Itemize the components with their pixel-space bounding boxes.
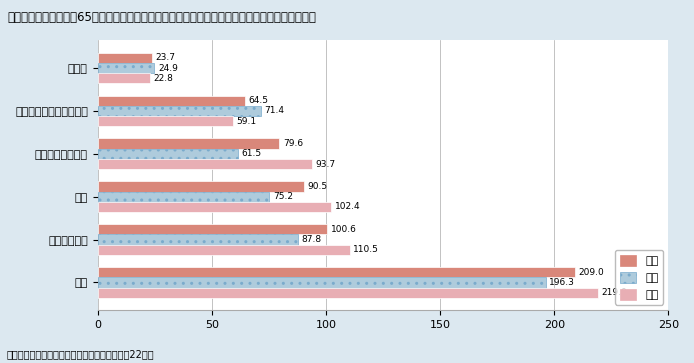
Bar: [98, 182, 304, 192]
Text: 196.3: 196.3: [549, 278, 575, 287]
Text: 資料：厚生労働省「国民生活基礎調査」（平成22年）: 資料：厚生労働省「国民生活基礎調査」（平成22年）: [7, 349, 155, 359]
Bar: [98, 138, 280, 149]
Text: 79.6: 79.6: [282, 139, 303, 148]
Bar: [98, 106, 261, 116]
Text: 110.5: 110.5: [353, 245, 379, 254]
Text: 24.9: 24.9: [158, 64, 178, 73]
Legend: 総数, 男性, 女性: 総数, 男性, 女性: [615, 250, 663, 305]
Text: 102.4: 102.4: [335, 203, 360, 212]
Text: 219.0: 219.0: [601, 288, 627, 297]
Bar: [98, 149, 238, 159]
Bar: [98, 53, 152, 63]
Bar: [98, 63, 155, 73]
Text: 59.1: 59.1: [236, 117, 256, 126]
Bar: [98, 267, 575, 277]
Text: 90.5: 90.5: [307, 182, 328, 191]
Text: 71.4: 71.4: [264, 106, 284, 115]
Bar: [98, 192, 269, 202]
Bar: [98, 224, 328, 234]
Bar: [98, 245, 350, 255]
Bar: [98, 287, 598, 298]
Bar: [98, 234, 298, 245]
Bar: [98, 277, 545, 287]
Text: 100.6: 100.6: [331, 225, 357, 234]
Text: 23.7: 23.7: [155, 53, 175, 62]
Bar: [98, 95, 245, 106]
Bar: [98, 73, 150, 83]
Text: 93.7: 93.7: [315, 160, 335, 168]
Text: 64.5: 64.5: [248, 96, 269, 105]
Text: 図１－２－３－２　　65歳以上の高齢者の日常生活に影響のある者率（複数回答）（人口千対）: 図１－２－３－２ 65歳以上の高齢者の日常生活に影響のある者率（複数回答）（人口…: [7, 11, 316, 24]
Text: 87.8: 87.8: [301, 235, 321, 244]
Text: 75.2: 75.2: [273, 192, 293, 201]
Bar: [98, 202, 332, 212]
Text: 209.0: 209.0: [578, 268, 604, 277]
Text: 61.5: 61.5: [242, 149, 262, 158]
Bar: [98, 116, 232, 126]
Text: 22.8: 22.8: [153, 74, 173, 83]
Bar: [98, 159, 312, 169]
